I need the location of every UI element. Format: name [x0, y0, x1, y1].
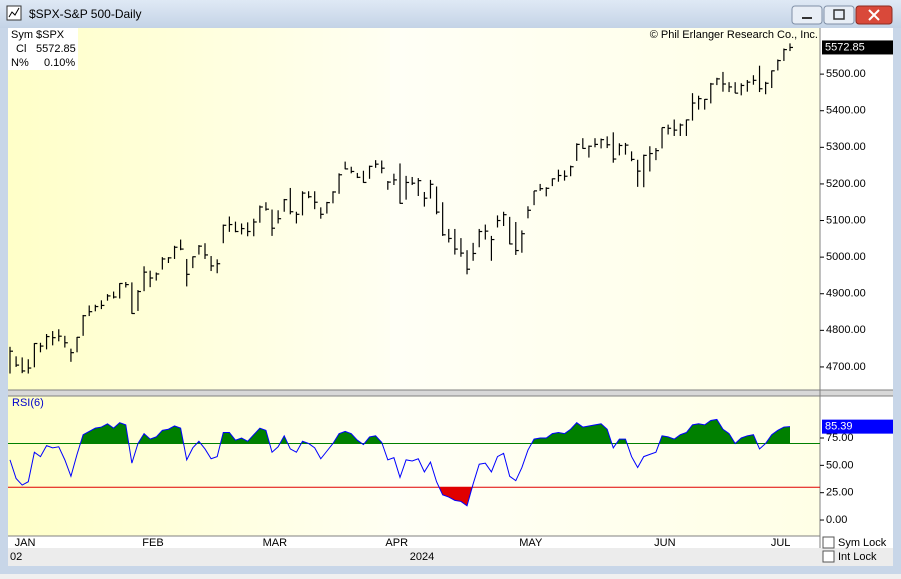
int-lock-label[interactable]: Int Lock [838, 551, 877, 563]
source-note: © Phil Erlanger Research Co., Inc. [650, 29, 818, 41]
x-tick-label: JUL [771, 537, 791, 549]
sym-lock-label[interactable]: Sym Lock [838, 537, 887, 549]
y-tick-label: 25.00 [826, 487, 854, 499]
y-tick-label: 5500.00 [826, 68, 866, 80]
panel-divider [8, 390, 893, 396]
y-tick-label: 50.00 [826, 459, 854, 471]
background-band [390, 28, 820, 536]
last-rsi-label: 85.39 [825, 421, 853, 433]
int-lock-checkbox[interactable] [822, 550, 835, 563]
x-tick-label: JAN [15, 537, 36, 549]
window-icon [6, 5, 22, 21]
info-box [8, 28, 78, 70]
y-tick-label: 5300.00 [826, 141, 866, 153]
rsi-line [9, 418, 791, 507]
info-close-label: Cl [16, 43, 26, 55]
x-tick-label: FEB [142, 537, 163, 549]
sym-lock-checkbox[interactable] [822, 536, 835, 549]
x-tick-label: MAR [263, 537, 288, 549]
y-tick-label: 5000.00 [826, 251, 866, 263]
last-price-box [822, 40, 893, 55]
info-close: 5572.85 [36, 43, 76, 55]
window-title: $SPX-S&P 500-Daily [29, 7, 142, 21]
x-tick-label: MAY [519, 537, 543, 549]
last-price-label: 5572.85 [825, 41, 865, 53]
year-label: 2024 [410, 551, 434, 563]
date-strip [8, 548, 893, 566]
y-tick-label: 4800.00 [826, 324, 866, 336]
start-label: 02 [10, 551, 22, 563]
title-bar [0, 0, 901, 28]
x-tick-label: APR [385, 537, 408, 549]
minimize-button[interactable] [791, 5, 823, 25]
info-change-label: N% [11, 57, 29, 69]
y-tick-label: 0.00 [826, 514, 847, 526]
y-tick-label: 4700.00 [826, 361, 866, 373]
window-icon-glyph [8, 7, 20, 18]
y-tick-label: 5400.00 [826, 105, 866, 117]
x-tick-label: JUN [654, 537, 675, 549]
y-tick-label: 5200.00 [826, 178, 866, 190]
y-tick-label: 4900.00 [826, 288, 866, 300]
maximize-button[interactable] [823, 5, 855, 25]
y-tick-label: 75.00 [826, 432, 854, 444]
rsi-title: RSI(6) [12, 397, 44, 409]
info-change: 0.10% [44, 57, 75, 69]
last-rsi-box [822, 419, 893, 434]
close-glyph [868, 9, 880, 21]
overbought-fill [80, 419, 790, 444]
info-sym: $SPX [36, 29, 65, 41]
info-sym-label: Sym [11, 29, 33, 41]
maximize-glyph [833, 9, 845, 20]
y-tick-label: 5100.00 [826, 214, 866, 226]
